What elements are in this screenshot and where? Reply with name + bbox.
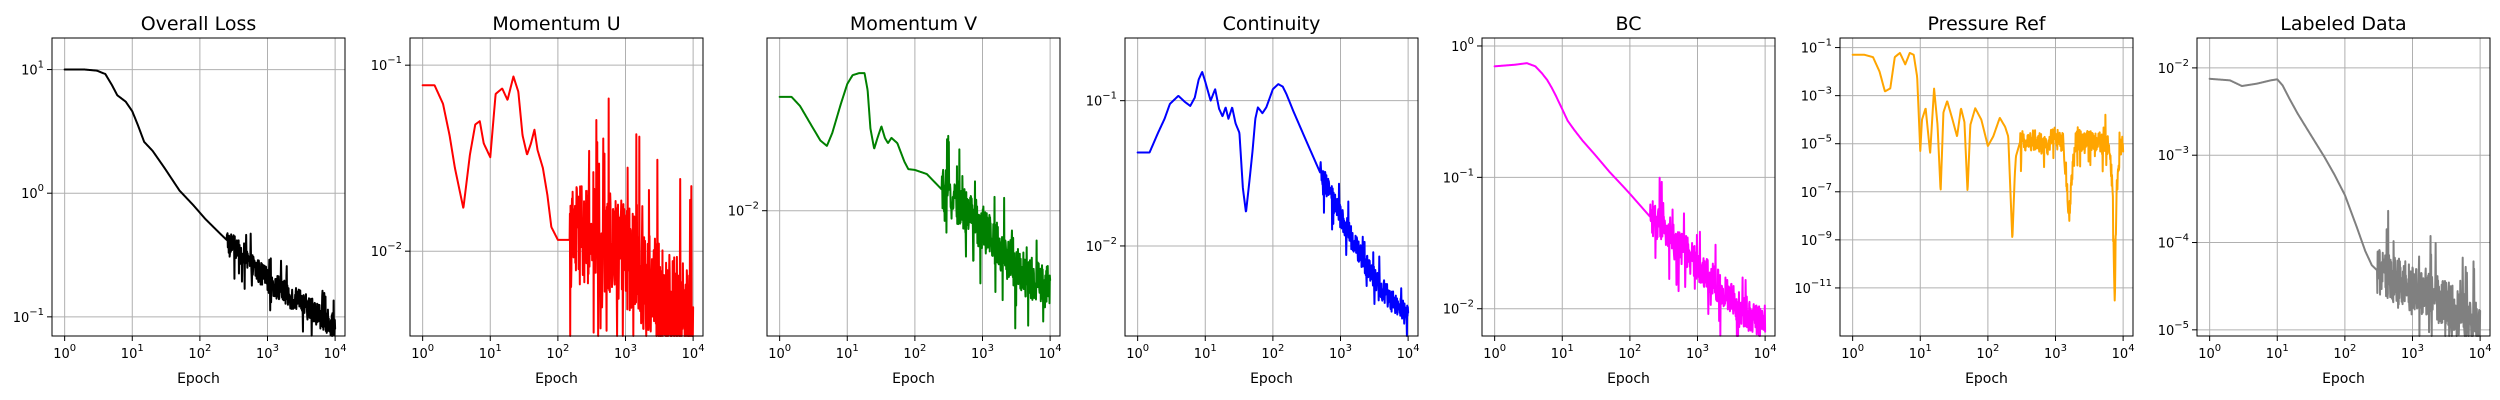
x-axis-label: Epoch	[177, 371, 220, 387]
y-tick-label: 10−9	[1801, 230, 1832, 249]
x-tick-label: 102	[1618, 343, 1641, 362]
x-tick-label: 101	[1909, 343, 1932, 362]
y-tick-label: 10−2	[371, 241, 402, 260]
x-tick-label: 101	[479, 343, 502, 362]
chart-continuity: 100 101 102 103 104 10−2 10−1 Continuity Epoch	[1086, 13, 1420, 387]
x-tick-label: 100	[1483, 343, 1506, 362]
x-tick-label: 103	[256, 343, 279, 362]
x-tick-label: 101	[2266, 343, 2289, 362]
x-tick-label: 100	[768, 343, 791, 362]
x-axis-label: Epoch	[1965, 371, 2008, 387]
plot-frame	[409, 37, 704, 337]
series-line-momentum-v	[778, 72, 1052, 330]
x-tick-label: 102	[188, 343, 211, 362]
y-tick-label: 10−5	[2158, 320, 2189, 339]
y-tick-label: 10−3	[1801, 86, 1832, 105]
series-line-momentum-u	[421, 75, 695, 337]
x-tick-label: 102	[903, 343, 926, 362]
x-tick-label: 103	[2044, 343, 2067, 362]
series-line-overall-loss	[63, 68, 337, 337]
x-tick-label: 104	[2112, 343, 2135, 362]
chart-momentum-v: 100 101 102 103 104 10−2 Momentum V Epoch	[728, 13, 1062, 387]
x-tick-label: 101	[121, 343, 144, 362]
plot-frame	[51, 37, 346, 337]
chart-title: Pressure Ref	[1928, 13, 2047, 35]
y-tick-label: 10−2	[1086, 236, 1117, 255]
x-tick-label: 104	[1754, 343, 1777, 362]
x-tick-label: 101	[1194, 343, 1217, 362]
chart-momentum-u: 100 101 102 103 104 10−2 10−1 Momentum U Epoch	[371, 13, 705, 387]
series-line-labeled-data	[2208, 77, 2482, 337]
x-tick-label: 102	[1261, 343, 1284, 362]
series-line-continuity	[1136, 71, 1410, 337]
y-tick-label: 10−1	[1086, 91, 1117, 110]
chart-labeled-data: 100 101 102 103 104 10−5 10−4 10−3 10−2 Labeled D…	[2158, 13, 2492, 387]
y-tick-label: 10−3	[2158, 145, 2189, 164]
x-tick-label: 102	[1976, 343, 1999, 362]
x-tick-label: 103	[971, 343, 994, 362]
x-tick-label: 103	[1686, 343, 1709, 362]
x-tick-label: 104	[2469, 343, 2492, 362]
y-tick-label: 10−1	[1443, 167, 1474, 186]
chart-title: BC	[1616, 13, 1642, 35]
plot-frame	[1481, 37, 1776, 337]
x-tick-label: 101	[836, 343, 859, 362]
y-tick-label: 10−5	[1801, 134, 1832, 153]
chart-bc: 100 101 102 103 104 10−2 10−1 100 BC Epoch	[1443, 13, 1777, 387]
plot-frame	[1124, 37, 1419, 337]
y-tick-label: 100	[1451, 36, 1474, 55]
x-tick-label: 104	[682, 343, 705, 362]
x-axis-label: Epoch	[1607, 371, 1650, 387]
x-tick-label: 103	[614, 343, 637, 362]
y-tick-label: 10−7	[1801, 182, 1832, 201]
chart-title: Momentum V	[850, 13, 977, 35]
series-line-pressure-ref	[1851, 51, 2125, 302]
y-tick-label: 10−2	[728, 201, 759, 220]
chart-title: Continuity	[1223, 13, 1321, 35]
series-line-bc	[1493, 62, 1767, 337]
y-tick-label: 10−1	[1801, 38, 1832, 57]
y-tick-label: 10−2	[2158, 58, 2189, 77]
y-tick-label: 10−1	[13, 307, 44, 326]
x-tick-label: 104	[1397, 343, 1420, 362]
y-tick-label: 10−2	[1443, 299, 1474, 318]
x-tick-label: 100	[2198, 343, 2221, 362]
chart-title: Momentum U	[492, 13, 620, 35]
x-axis-label: Epoch	[2322, 371, 2365, 387]
plot-frame	[2196, 37, 2491, 337]
x-tick-label: 100	[53, 343, 76, 362]
x-axis-label: Epoch	[535, 371, 578, 387]
x-tick-label: 104	[324, 343, 347, 362]
chart-title: Labeled Data	[2280, 13, 2406, 35]
plot-frame	[1839, 37, 2134, 337]
x-tick-label: 103	[1329, 343, 1352, 362]
x-axis-label: Epoch	[892, 371, 935, 387]
y-tick-label: 101	[21, 60, 44, 79]
x-tick-label: 103	[2401, 343, 2424, 362]
chart-overall-loss: 100 101 102 103 104 10−1 100 101 Overall Loss Epo…	[13, 13, 347, 387]
x-tick-label: 100	[1841, 343, 1864, 362]
x-tick-label: 100	[1126, 343, 1149, 362]
x-tick-label: 102	[2333, 343, 2356, 362]
x-tick-label: 101	[1551, 343, 1574, 362]
x-tick-label: 102	[546, 343, 569, 362]
y-tick-label: 100	[21, 183, 44, 202]
x-tick-label: 104	[1039, 343, 1062, 362]
x-tick-label: 100	[411, 343, 434, 362]
plot-frame	[766, 37, 1061, 337]
y-tick-label: 10−11	[1794, 278, 1832, 297]
chart-title: Overall Loss	[141, 13, 257, 35]
chart-pressure-ref: 100 101 102 103 104 10−11 10−9 10−7 10−5 10−3 10−1…	[1794, 13, 2134, 387]
y-tick-label: 10−4	[2158, 233, 2189, 252]
y-tick-label: 10−1	[371, 55, 402, 74]
x-axis-label: Epoch	[1250, 371, 1293, 387]
